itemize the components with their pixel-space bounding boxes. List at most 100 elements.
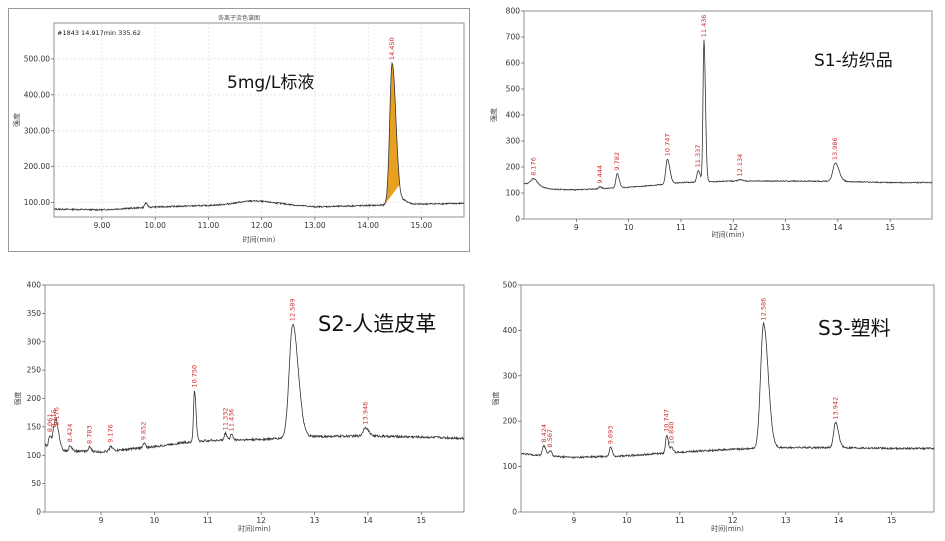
peak-label: 11.436 <box>700 14 708 37</box>
peak-label: 8.783 <box>85 425 93 444</box>
chart-panel-s1: 0 100 200 300 400 500 600 700 800 9 10 11 12 13 14 15 时间… <box>486 4 938 244</box>
peak-label: 12.134 <box>736 154 744 177</box>
peak-label: 9.693 <box>606 426 614 445</box>
sample-label-standard: 5mg/L标液 <box>227 73 315 93</box>
x-tick-label: 9 <box>572 516 577 525</box>
chart-mini-title: 各离子流色谱图 <box>218 14 260 22</box>
x-tick-label: 14 <box>363 516 373 525</box>
x-tick-label: 11.00 <box>198 221 220 230</box>
x-tick-label: 12 <box>728 223 738 232</box>
y-tick-label: 400 <box>506 111 521 120</box>
y-tick-label: 200 <box>506 163 521 172</box>
y-tick-label: 0 <box>36 508 41 517</box>
chart-svg-standard: 100.00 200.00 300.00 400.00 500.00 9.00 10.00 1… <box>12 14 465 244</box>
peak-label: 8.176 <box>529 157 537 176</box>
chromatogram-trace <box>53 61 465 212</box>
x-tick-label: 15 <box>885 223 895 232</box>
y-tick-label: 350 <box>27 309 42 318</box>
cursor-readout: #1843 14.917min 335.62 <box>57 29 141 37</box>
y-tick-label: 0 <box>512 508 517 517</box>
x-tick-label: 11 <box>675 516 685 525</box>
y-tick-label: 400 <box>503 326 518 335</box>
peak-label: 11.332 <box>221 408 229 431</box>
peak-area-fill <box>384 63 400 205</box>
y-tick-label: 200 <box>27 394 42 403</box>
chart-svg-s2: 0 50 100 150 200 250 300 350 400 9 10 11 12 13 14 15 时间(… <box>13 281 465 533</box>
peak-label: 10.747 <box>663 409 671 432</box>
y-tick-label: 400 <box>27 281 42 290</box>
peak-label: 12.589 <box>289 298 297 321</box>
chart-panel-standard: 100.00 200.00 300.00 400.00 500.00 9.00 10.00 1… <box>8 8 470 252</box>
x-tick-label: 11 <box>203 516 213 525</box>
peak-label: 11.436 <box>227 409 235 432</box>
x-tick-label: 13 <box>781 223 791 232</box>
chart-panel-s3: 0 100 200 300 400 500 9 10 11 12 13 14 15 时间(min) 强度 8.… <box>488 280 940 538</box>
x-tick-label: 10 <box>622 516 632 525</box>
y-tick-label: 600 <box>506 59 521 68</box>
sample-label-s2: S2-人造皮革 <box>318 312 437 336</box>
plot-frame <box>523 10 933 220</box>
y-tick-label: 100 <box>27 451 42 460</box>
plot-frame <box>53 22 465 218</box>
peak-label: 13.942 <box>832 397 840 420</box>
peak-label: 8.115 <box>50 409 58 428</box>
peak-label: 13.986 <box>831 137 839 160</box>
chart-svg-s1: 0 100 200 300 400 500 600 700 800 9 10 11 12 13 14 15 时间… <box>489 7 933 239</box>
y-tick-label: 0 <box>515 215 520 224</box>
y-tick-label: 100 <box>506 189 521 198</box>
chromatogram-trace <box>523 39 933 192</box>
peak-label: 8.176 <box>53 407 61 426</box>
x-tick-label: 12.00 <box>251 221 273 230</box>
sample-label-s3: S3-塑料 <box>818 316 891 340</box>
peak-label: 9.176 <box>107 424 115 443</box>
x-tick-label: 12 <box>728 516 738 525</box>
x-tick-label: 10.00 <box>144 221 166 230</box>
y-axis-title: 强度 <box>13 392 22 406</box>
x-tick-label: 9 <box>99 516 104 525</box>
peak-label: 13.946 <box>361 402 369 425</box>
y-axis-title: 强度 <box>489 108 498 122</box>
peak-label: 9.782 <box>613 152 621 171</box>
peak-label: 10.750 <box>190 365 198 388</box>
peak-label: 9.444 <box>596 165 604 184</box>
y-tick-label: 800 <box>506 7 521 16</box>
y-tick-label: 250 <box>27 366 42 375</box>
chromatogram-trace <box>44 323 465 454</box>
y-tick-label: 300 <box>27 337 42 346</box>
y-tick-label: 300 <box>506 137 521 146</box>
x-tick-label: 14 <box>834 516 844 525</box>
x-tick-label: 10 <box>624 223 634 232</box>
x-tick-label: 14 <box>833 223 843 232</box>
chart-panel-s2: 0 50 100 150 200 250 300 350 400 9 10 11 12 13 14 15 时间(… <box>10 280 470 538</box>
y-axis-title: 强度 <box>491 392 500 406</box>
peak-label: 8.424 <box>66 424 74 443</box>
x-tick-label: 15 <box>887 516 897 525</box>
x-axis-title: 时间(min) <box>243 235 276 244</box>
peak-label: 10.840 <box>667 421 675 444</box>
y-tick-label: 100 <box>503 462 518 471</box>
y-tick-label: 50 <box>31 479 41 488</box>
y-tick-label: 100.00 <box>24 198 50 207</box>
y-tick-label: 500 <box>506 85 521 94</box>
peak-label: 8.424 <box>540 424 548 443</box>
y-tick-label: 700 <box>506 33 521 42</box>
peak-label: 8.567 <box>546 429 554 448</box>
y-tick-label: 150 <box>27 422 42 431</box>
peak-label: 10.747 <box>663 134 671 157</box>
sample-label-s1: S1-纺织品 <box>814 51 893 71</box>
peak-label: 14.450 <box>388 37 396 60</box>
x-tick-label: 9 <box>574 223 579 232</box>
x-tick-label: 15 <box>417 516 427 525</box>
x-tick-label: 13 <box>310 516 320 525</box>
x-axis-title: 时间(min) <box>238 524 271 533</box>
y-tick-label: 500.00 <box>24 54 50 63</box>
y-tick-label: 500 <box>503 281 518 290</box>
peak-label: 8.061 <box>46 414 54 433</box>
y-axis-title: 强度 <box>12 113 21 127</box>
x-tick-label: 12 <box>256 516 266 525</box>
chart-svg-s3: 0 100 200 300 400 500 9 10 11 12 13 14 15 时间(min) 强度 8.… <box>491 281 935 533</box>
plot-frame <box>520 284 935 513</box>
x-tick-label: 10 <box>150 516 160 525</box>
peak-label: 11.337 <box>694 145 702 168</box>
x-tick-label: 9.00 <box>94 221 111 230</box>
